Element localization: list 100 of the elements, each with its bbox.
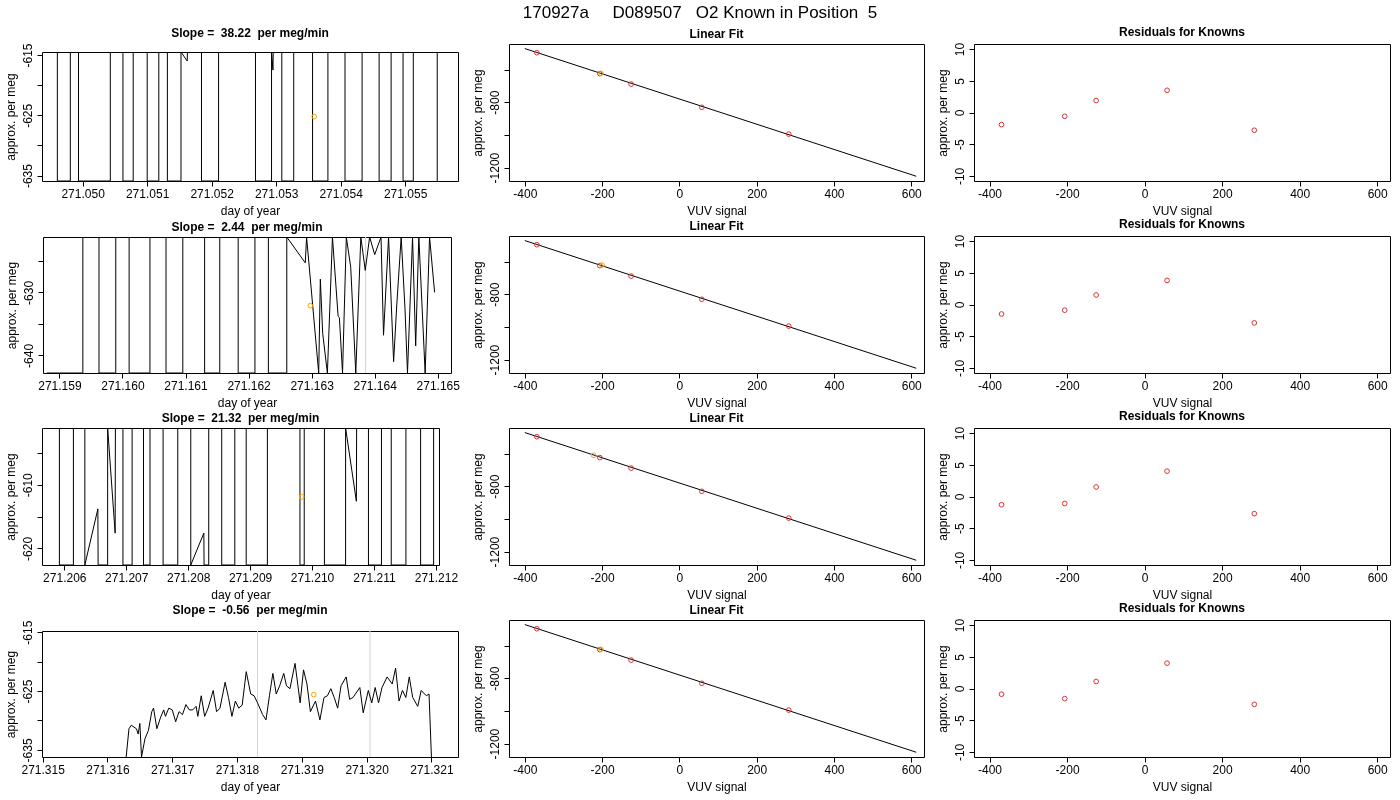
y-axis-title: approx. per meg [935,453,950,541]
x-tick-label: 200 [1212,762,1233,777]
y-tick-label: 0 [952,493,967,501]
point [1251,701,1258,708]
y-tick-label: -800 [487,90,502,115]
x-axis-title: day of year [217,395,278,410]
x-tick-label: 400 [824,762,845,777]
chart-title: Linear Fit [689,27,744,41]
x-tick-label: 271.160 [101,378,145,393]
x-tick-label: 400 [824,378,845,393]
y-tick-label: -640 [21,343,36,368]
x-tick-label: 200 [1212,378,1233,393]
x-tick-label: -400 [977,762,1003,777]
x-tick-label: -400 [977,570,1003,585]
point [1251,510,1258,517]
y-axis-title: approx. per meg [3,650,18,739]
point [1164,468,1170,474]
y-tick-label: -1200 [487,536,502,568]
x-tick-label: 200 [1212,570,1233,585]
chart-title: Linear Fit [689,219,744,233]
y-tick-label: 10 [952,426,967,441]
x-tick-label: 271.207 [105,570,149,585]
point [533,625,540,632]
x-tick-label: 400 [1290,378,1311,393]
y-axis-title: approx. per meg [3,453,18,541]
x-tick-label: 271.054 [319,186,364,201]
point [998,311,1005,317]
x-axis-title: VUV signal [1152,395,1213,410]
y-tick-label: -615 [20,620,35,645]
x-tick-label: 600 [1367,570,1389,585]
point [785,515,792,521]
x-tick-label: 400 [1290,762,1311,777]
point [785,707,792,713]
y-tick-label: 0 [952,301,967,309]
x-axis-title: day of year [220,779,281,794]
x-tick-label: -200 [590,570,615,585]
chart-title: Residuals for Knowns [1118,601,1246,616]
y-axis-title: approx. per meg [3,73,18,161]
chart-title: Linear Fit [689,603,744,617]
point [596,454,603,461]
x-tick-label: 400 [824,570,845,585]
chart-title: Slope = 2.44 per meg/min [171,219,323,234]
y-tick-label: -620 [20,536,35,561]
chart-title: Slope = 38.22 per meg/min [171,26,329,41]
point [628,465,634,471]
y-axis-title: approx. per meg [470,69,485,157]
x-tick-label: 271.212 [414,570,459,585]
x-tick-label: -200 [590,186,615,201]
point [628,81,634,87]
x-tick-label: 0 [676,378,684,393]
x-tick-label: -200 [590,378,615,393]
x-tick-label: 271.210 [290,570,335,585]
x-tick-label: 271.321 [410,762,454,777]
x-tick-label: 600 [901,378,923,393]
y-tick-label: 0 [952,109,967,117]
x-tick-label: -400 [513,570,538,585]
y-tick-label: 10 [952,42,967,57]
text: 170927a D089507 O2 Known in Position 5 [521,2,879,24]
point [1164,660,1170,666]
y-tick-label: 5 [952,77,967,85]
point [1061,113,1068,120]
y-tick-label: -5 [952,331,967,343]
x-tick-label: -200 [1055,378,1080,393]
y-tick-label: 0 [952,685,967,693]
point [698,680,705,687]
point [1251,320,1258,326]
y-axis-title: approx. per meg [4,261,19,350]
y-axis-title: approx. per meg [470,453,485,541]
point [590,452,597,459]
x-tick-label: 0 [1141,762,1149,777]
x-tick-label: -200 [1055,762,1080,777]
y-tick-label: -1200 [487,728,502,760]
point [785,323,792,329]
y-tick-label: -625 [20,103,35,128]
point [1164,87,1170,94]
x-tick-label: 200 [747,762,768,777]
chart-title: Residuals for Knowns [1118,409,1246,424]
chart-title: Slope = -0.56 per meg/min [172,603,328,618]
x-tick-label: -400 [977,378,1003,393]
y-axis-title: approx. per meg [935,261,950,349]
x-tick-label: 271.165 [416,378,461,393]
y-tick-label: -615 [20,43,35,68]
x-tick-label: 600 [1367,762,1389,777]
x-tick-label: 271.316 [86,762,130,777]
x-tick-label: 271.053 [254,186,299,201]
x-tick-label: 600 [1367,186,1389,201]
x-axis-title: VUV signal [1152,779,1213,794]
x-tick-label: 600 [901,570,923,585]
x-tick-label: 200 [747,570,768,585]
point [1093,97,1099,104]
y-tick-label: -10 [952,743,967,762]
point [533,49,540,56]
y-tick-label: -800 [487,474,502,499]
y-tick-label: -635 [20,163,35,189]
y-axis-title: approx. per meg [935,645,950,733]
x-axis-title: VUV signal [687,203,747,218]
y-tick-label: -800 [487,282,502,307]
x-tick-label: 271.209 [228,570,273,585]
x-tick-label: -200 [1055,570,1080,585]
point [998,691,1005,698]
